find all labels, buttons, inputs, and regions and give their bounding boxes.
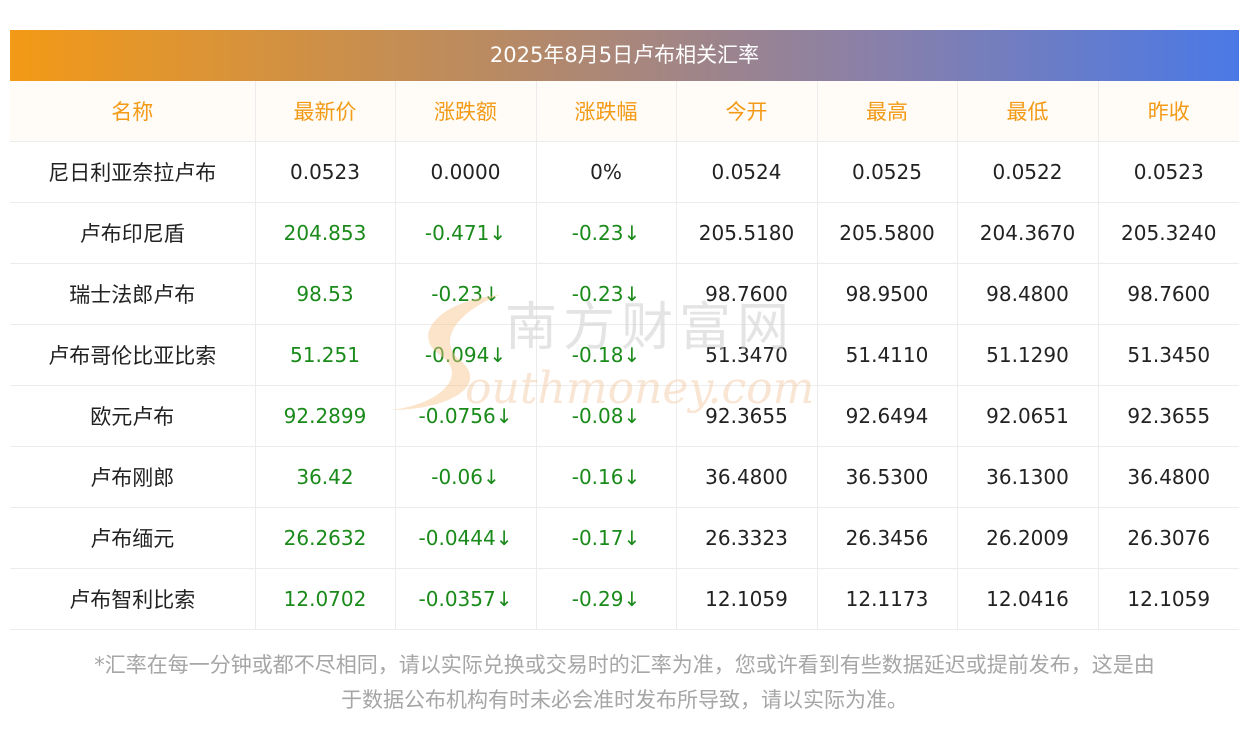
disclaimer-line-2: 于数据公布机构有时未必会准时发布所导致，请以实际为准。 [341, 688, 908, 712]
table-title: 2025年8月5日卢布相关汇率 [10, 30, 1239, 81]
exchange-rate-table: 名称 最新价 涨跌额 涨跌幅 今开 最高 最低 昨收 尼日利亚奈拉卢布 0.052… [10, 81, 1239, 630]
cell-name: 卢布缅元 [10, 507, 256, 569]
table-row: 卢布哥伦比亚比索 51.251 -0.094↓ -0.18↓ 51.3470 51.411… [10, 324, 1239, 386]
cell-change: -0.0756↓ [395, 385, 537, 447]
table-row: 卢布缅元 26.2632 -0.0444↓ -0.17↓ 26.3323 26.3456 2… [10, 507, 1239, 569]
cell-latest: 26.2632 [255, 507, 396, 569]
cell-change: -0.471↓ [395, 202, 537, 264]
cell-open: 36.4800 [676, 446, 818, 508]
cell-change-pct: -0.23↓ [536, 202, 677, 264]
cell-change: -0.23↓ [395, 263, 537, 325]
cell-high: 92.6494 [817, 385, 958, 447]
cell-low: 26.2009 [957, 507, 1099, 569]
table-body: 尼日利亚奈拉卢布 0.0523 0.0000 0% 0.0524 0.0525 0.0522… [10, 141, 1239, 630]
col-header-name: 名称 [10, 81, 256, 142]
cell-change: -0.0444↓ [395, 507, 537, 569]
cell-change: -0.06↓ [395, 446, 537, 508]
cell-open: 51.3470 [676, 324, 818, 386]
table-header-row: 名称 最新价 涨跌额 涨跌幅 今开 最高 最低 昨收 [10, 81, 1239, 142]
col-header-change: 涨跌额 [395, 81, 537, 142]
cell-low: 204.3670 [957, 202, 1099, 264]
col-header-high: 最高 [817, 81, 958, 142]
cell-high: 36.5300 [817, 446, 958, 508]
cell-open: 26.3323 [676, 507, 818, 569]
cell-change-pct: -0.17↓ [536, 507, 677, 569]
cell-latest: 0.0523 [255, 141, 396, 203]
disclaimer-note: *汇率在每一分钟或都不尽相同，请以实际兑换或交易时的汇率为准，您或许看到有些数据… [10, 648, 1239, 718]
table-row: 卢布智利比索 12.0702 -0.0357↓ -0.29↓ 12.1059 12.117… [10, 568, 1239, 630]
cell-change: 0.0000 [395, 141, 537, 203]
cell-name: 尼日利亚奈拉卢布 [10, 141, 256, 203]
table-row: 欧元卢布 92.2899 -0.0756↓ -0.08↓ 92.3655 92.6494 9… [10, 385, 1239, 447]
cell-change-pct: -0.16↓ [536, 446, 677, 508]
cell-high: 205.5800 [817, 202, 958, 264]
col-header-open: 今开 [676, 81, 818, 142]
cell-open: 12.1059 [676, 568, 818, 630]
cell-name: 卢布智利比索 [10, 568, 256, 630]
cell-low: 0.0522 [957, 141, 1099, 203]
cell-change-pct: -0.18↓ [536, 324, 677, 386]
cell-prev-close: 12.1059 [1098, 568, 1239, 630]
cell-change-pct: -0.23↓ [536, 263, 677, 325]
col-header-change-pct: 涨跌幅 [536, 81, 677, 142]
cell-open: 205.5180 [676, 202, 818, 264]
cell-open: 92.3655 [676, 385, 818, 447]
cell-change: -0.094↓ [395, 324, 537, 386]
cell-latest: 98.53 [255, 263, 396, 325]
cell-prev-close: 26.3076 [1098, 507, 1239, 569]
cell-latest: 36.42 [255, 446, 396, 508]
cell-prev-close: 36.4800 [1098, 446, 1239, 508]
cell-latest: 51.251 [255, 324, 396, 386]
cell-low: 98.4800 [957, 263, 1099, 325]
cell-prev-close: 205.3240 [1098, 202, 1239, 264]
cell-low: 36.1300 [957, 446, 1099, 508]
cell-high: 26.3456 [817, 507, 958, 569]
cell-change-pct: 0% [536, 141, 677, 203]
disclaimer-line-1: *汇率在每一分钟或都不尽相同，请以实际兑换或交易时的汇率为准，您或许看到有些数据… [94, 653, 1155, 677]
rate-table-panel: 2025年8月5日卢布相关汇率 名称 最新价 涨跌额 涨跌幅 今开 最高 最低 … [10, 30, 1239, 630]
cell-latest: 92.2899 [255, 385, 396, 447]
table-row: 卢布刚郎 36.42 -0.06↓ -0.16↓ 36.4800 36.5300 36.13… [10, 446, 1239, 508]
cell-low: 12.0416 [957, 568, 1099, 630]
cell-latest: 12.0702 [255, 568, 396, 630]
cell-low: 92.0651 [957, 385, 1099, 447]
cell-prev-close: 98.7600 [1098, 263, 1239, 325]
cell-name: 卢布哥伦比亚比索 [10, 324, 256, 386]
cell-latest: 204.853 [255, 202, 396, 264]
cell-high: 12.1173 [817, 568, 958, 630]
cell-open: 0.0524 [676, 141, 818, 203]
cell-name: 卢布印尼盾 [10, 202, 256, 264]
cell-name: 欧元卢布 [10, 385, 256, 447]
col-header-latest: 最新价 [255, 81, 396, 142]
cell-name: 瑞士法郎卢布 [10, 263, 256, 325]
cell-change-pct: -0.08↓ [536, 385, 677, 447]
table-row: 瑞士法郎卢布 98.53 -0.23↓ -0.23↓ 98.7600 98.9500 98.… [10, 263, 1239, 325]
cell-low: 51.1290 [957, 324, 1099, 386]
cell-prev-close: 51.3450 [1098, 324, 1239, 386]
cell-change-pct: -0.29↓ [536, 568, 677, 630]
cell-high: 98.9500 [817, 263, 958, 325]
cell-high: 51.4110 [817, 324, 958, 386]
cell-high: 0.0525 [817, 141, 958, 203]
cell-prev-close: 0.0523 [1098, 141, 1239, 203]
cell-change: -0.0357↓ [395, 568, 537, 630]
table-row: 尼日利亚奈拉卢布 0.0523 0.0000 0% 0.0524 0.0525 0.0522… [10, 141, 1239, 203]
col-header-prev-close: 昨收 [1098, 81, 1239, 142]
cell-prev-close: 92.3655 [1098, 385, 1239, 447]
table-row: 卢布印尼盾 204.853 -0.471↓ -0.23↓ 205.5180 205.580… [10, 202, 1239, 264]
cell-name: 卢布刚郎 [10, 446, 256, 508]
cell-open: 98.7600 [676, 263, 818, 325]
col-header-low: 最低 [957, 81, 1099, 142]
